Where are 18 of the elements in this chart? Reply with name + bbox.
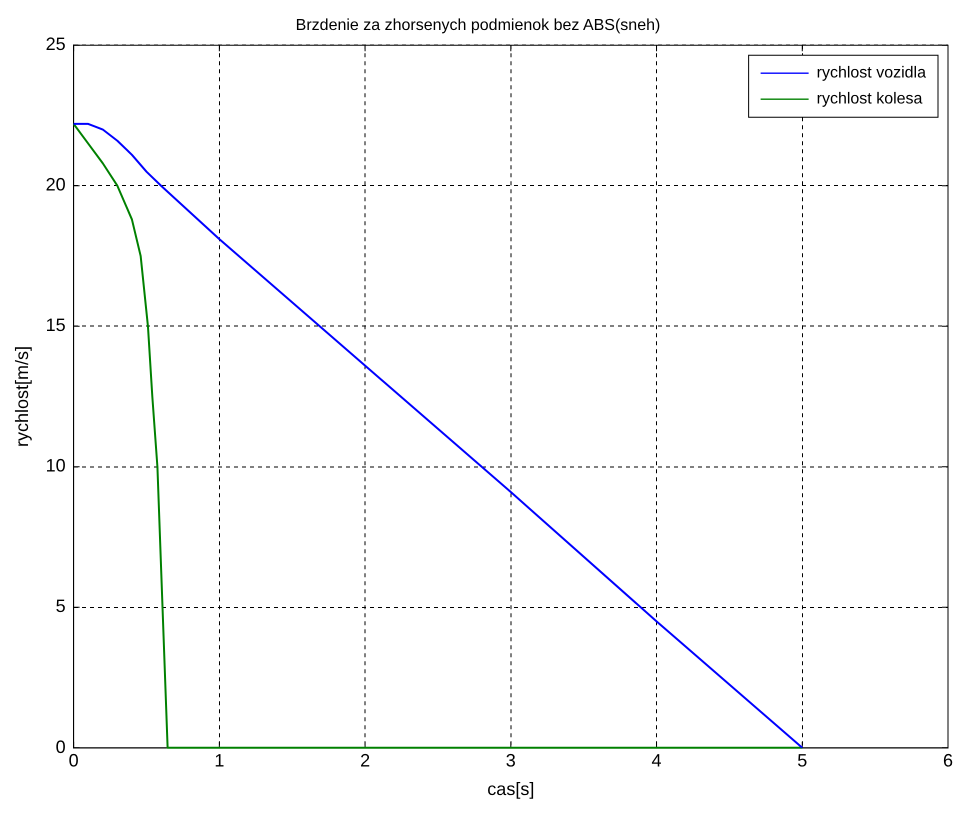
y-tick-label: 25 — [46, 34, 66, 54]
y-tick-label: 10 — [46, 456, 66, 476]
x-tick-label: 5 — [797, 750, 808, 771]
y-tick-label: 15 — [46, 315, 66, 336]
x-tick-label: 2 — [360, 750, 370, 771]
x-tick-label: 1 — [214, 750, 224, 771]
y-tick-label: 20 — [46, 174, 66, 195]
x-tick-label: 3 — [506, 750, 516, 771]
y-axis-title: rychlost[m/s] — [12, 346, 32, 448]
y-tick-label: 0 — [56, 736, 66, 757]
x-tick-label: 6 — [942, 750, 954, 771]
x-tick-label: 4 — [652, 750, 662, 771]
x-axis-title: cas[s] — [487, 779, 534, 800]
legend-label: rychlost vozidla — [816, 64, 926, 82]
y-tick-label: 5 — [56, 596, 66, 616]
chart-title: Brzdenie za zhorsenych podmienok bez ABS(sneh) — [296, 17, 660, 34]
x-tick-label: 0 — [68, 750, 79, 771]
legend-label: rychlost kolesa — [816, 90, 923, 108]
